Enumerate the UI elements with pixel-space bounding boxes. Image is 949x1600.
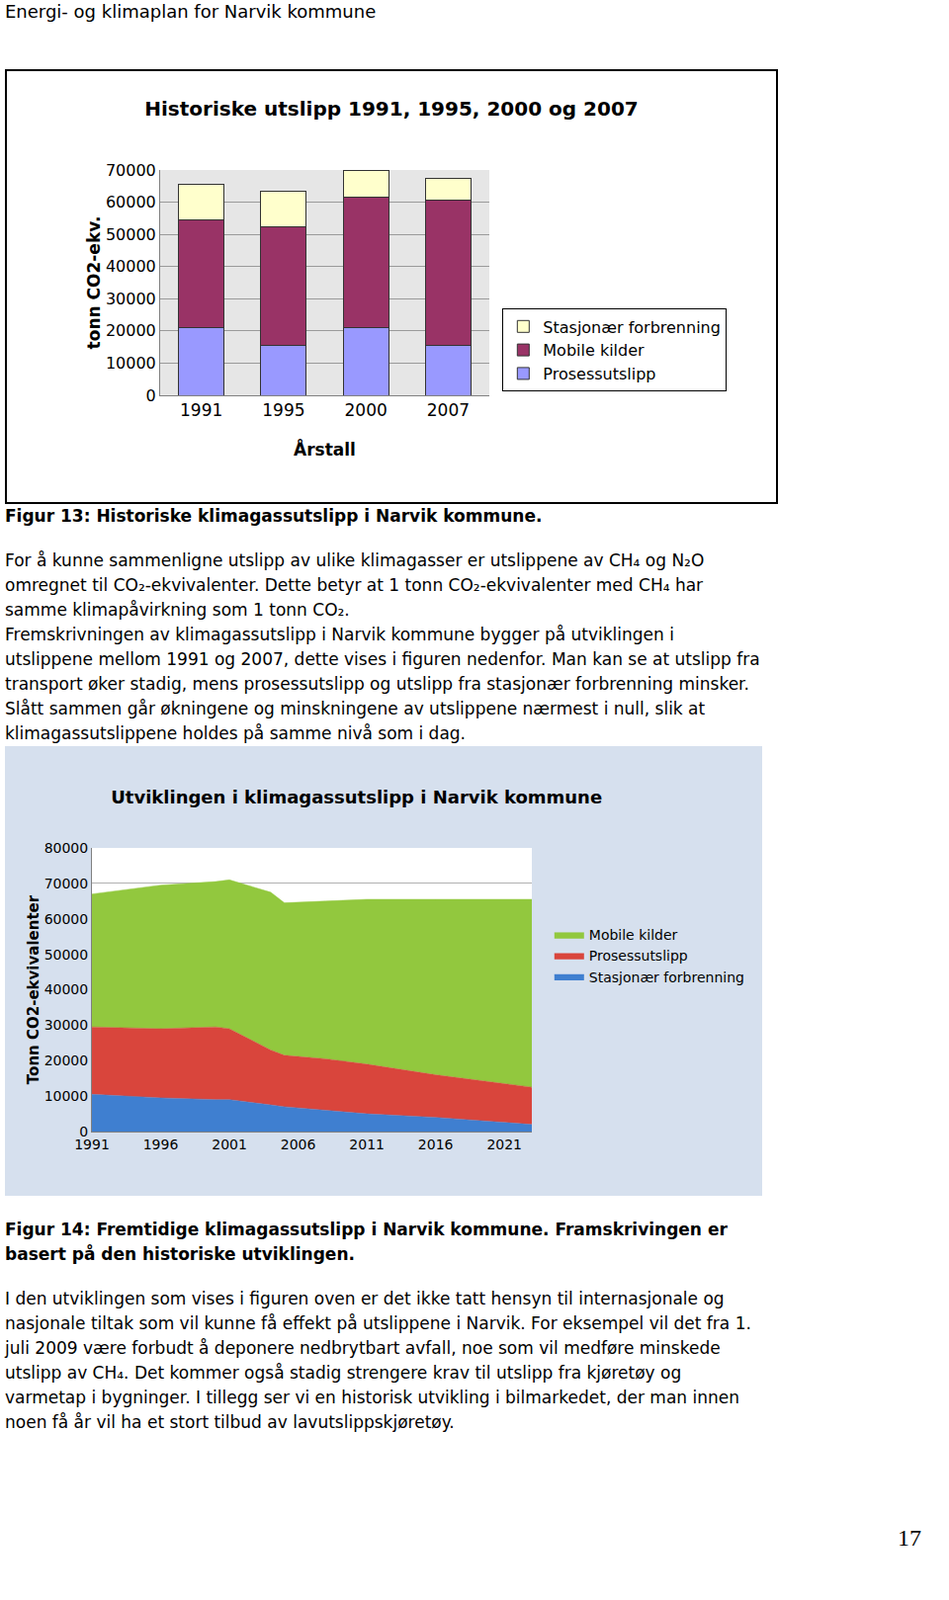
svg-text:2007: 2007: [427, 400, 470, 421]
svg-text:60000: 60000: [105, 192, 157, 212]
svg-text:Tonn CO2-ekvivalenter: Tonn CO2-ekvivalenter: [24, 894, 43, 1085]
svg-text:70000: 70000: [105, 161, 157, 180]
html-text:klimagassutslippene holdes på: klimagassutslippene holdes på samme nivå…: [4, 723, 466, 744]
svg-text:Årstall: Årstall: [293, 437, 356, 460]
svg-text:2011: 2011: [348, 1136, 385, 1153]
html-text:juli 2009 være forbudt å depon: juli 2009 være forbudt å deponere nedbry…: [4, 1338, 721, 1359]
svg-text:Mobile kilder: Mobile kilder: [589, 927, 679, 944]
svg-text:1996: 1996: [143, 1136, 179, 1153]
svg-text:2006: 2006: [280, 1136, 317, 1153]
html-text:utslippene mellom 1991 og 2007: utslippene mellom 1991 og 2007, dette vi…: [4, 649, 760, 670]
svg-text:0: 0: [79, 1123, 88, 1140]
svg-text:70000: 70000: [44, 875, 89, 892]
html-text:17: 17: [897, 1525, 922, 1552]
html-text:Energi- og klimaplan for Narvi: Energi- og klimaplan for Narvik kommune: [4, 0, 376, 22]
svg-text:Stasjonær forbrenning: Stasjonær forbrenning: [589, 969, 745, 986]
svg-text:1995: 1995: [261, 400, 305, 421]
html-text:noen få år vil ha et stort til: noen få år vil ha et stort tilbud av lav…: [4, 1412, 455, 1433]
html-text:nasjonale tiltak som vil kunne: nasjonale tiltak som vil kunne få effekt…: [4, 1313, 752, 1334]
svg-text:2000: 2000: [344, 400, 387, 421]
svg-text:40000: 40000: [105, 257, 157, 276]
svg-text:20000: 20000: [44, 1052, 89, 1069]
html-text:transport øker stadig, mens pr: transport øker stadig, mens prosessutsli…: [4, 674, 750, 694]
html-text:I den utviklingen som vises i: I den utviklingen som vises i figuren ov…: [4, 1289, 725, 1309]
svg-text:Stasjonær forbrenning: Stasjonær forbrenning: [542, 318, 721, 338]
svg-text:60000: 60000: [44, 911, 89, 928]
svg-text:80000: 80000: [44, 840, 89, 857]
html-text:Slått sammen går økningene og: Slått sammen går økningene og minskninge…: [4, 698, 706, 719]
html-text:For å kunne sammenligne utslip: For å kunne sammenligne utslipp av ulike…: [4, 550, 705, 571]
svg-text:1991: 1991: [74, 1136, 110, 1153]
svg-text:0: 0: [146, 386, 157, 406]
svg-text:Utviklingen i klimagassutslipp: Utviklingen i klimagassutslipp i Narvik …: [110, 786, 603, 808]
svg-text:1991: 1991: [179, 400, 223, 421]
html-text:Fremskrivningen av klimagassut: Fremskrivningen av klimagassutslipp i Na…: [4, 624, 675, 645]
svg-text:Historiske utslipp 1991, 1995,: Historiske utslipp 1991, 1995, 2000 og 2…: [144, 96, 638, 121]
svg-text:20000: 20000: [105, 321, 157, 341]
html-text:varmetap i bygninger. I tilleg: varmetap i bygninger. I tillegg ser vi e…: [4, 1387, 740, 1408]
svg-text:50000: 50000: [44, 947, 89, 963]
svg-text:30000: 30000: [105, 289, 157, 309]
svg-text:tonn CO2-ekv.: tonn CO2-ekv.: [84, 216, 104, 350]
svg-text:2016: 2016: [418, 1136, 454, 1153]
svg-text:10000: 10000: [105, 353, 157, 373]
svg-text:50000: 50000: [105, 225, 157, 245]
svg-text:30000: 30000: [44, 1017, 89, 1034]
html-text:samme klimapåvirkning som 1 to: samme klimapåvirkning som 1 tonn CO₂.: [4, 600, 350, 620]
html-text:Figur 13: Historiske klimagass: Figur 13: Historiske klimagassutslipp i …: [4, 506, 543, 526]
svg-text:2021: 2021: [486, 1136, 522, 1153]
svg-text:Mobile kilder: Mobile kilder: [542, 341, 645, 360]
html-text:Figur 14: Fremtidige klimagass: Figur 14: Fremtidige klimagassutslipp i …: [4, 1219, 728, 1240]
html-text:basert på den historiske utvik: basert på den historiske utviklingen.: [4, 1244, 355, 1265]
svg-text:Prosessutslipp: Prosessutslipp: [589, 948, 689, 964]
svg-text:10000: 10000: [44, 1088, 89, 1105]
html-text:utslipp av CH₄. Det kommer ogs: utslipp av CH₄. Det kommer også stadig s…: [4, 1363, 682, 1383]
svg-text:2001: 2001: [211, 1136, 248, 1153]
svg-text:Prosessutslipp: Prosessutslipp: [542, 364, 656, 384]
svg-text:40000: 40000: [44, 981, 89, 998]
html-text:omregnet til CO₂-ekvivalenter.: omregnet til CO₂-ekvivalenter. Dette bet…: [4, 575, 703, 596]
